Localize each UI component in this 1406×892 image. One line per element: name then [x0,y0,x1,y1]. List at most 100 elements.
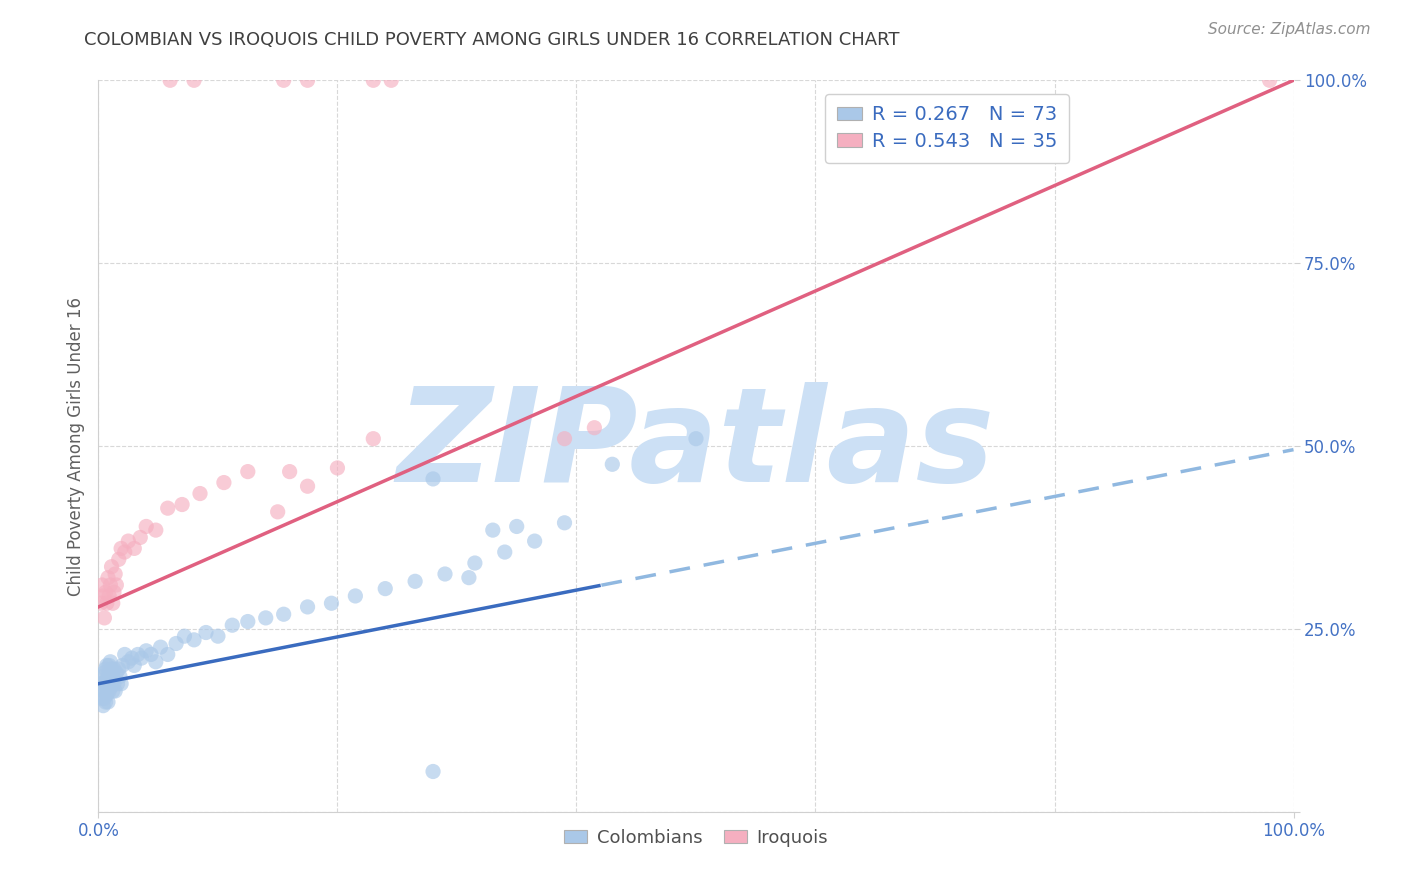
Point [90,596,112,610]
Point [326,461,349,475]
Point [135,519,157,533]
Point [554,516,576,530]
Point [404,574,426,589]
Point [97,695,120,709]
Point [183,73,205,87]
Point [139,648,162,662]
Point [267,505,290,519]
Point [506,519,529,533]
Point [91,669,114,683]
Point [91,578,114,592]
Point [96,688,118,702]
Point [156,501,179,516]
Point [98,669,121,683]
Point [121,651,143,665]
Point [100,676,122,690]
Point [434,567,457,582]
Point [103,585,125,599]
Point [91,589,114,603]
Point [97,681,120,695]
Point [90,676,112,690]
Point [117,534,139,549]
Point [96,658,118,673]
Point [221,618,243,632]
Point [114,648,136,662]
Point [278,465,301,479]
Point [236,465,259,479]
Point [98,578,122,592]
Point [124,658,146,673]
Point [94,695,117,709]
Point [114,545,136,559]
Point [97,571,120,585]
Point [685,432,707,446]
Point [96,673,118,687]
Point [110,541,132,556]
Point [98,589,121,603]
Point [107,676,129,690]
Point [374,582,396,596]
Point [98,681,122,695]
Point [188,486,211,500]
Text: Source: ZipAtlas.com: Source: ZipAtlas.com [1208,22,1371,37]
Point [98,658,121,673]
Point [107,662,129,676]
Point [93,691,115,706]
Point [212,475,235,490]
Point [422,764,444,779]
Point [195,625,218,640]
Point [464,556,486,570]
Point [297,73,319,87]
Point [156,648,179,662]
Point [101,669,124,683]
Point [583,421,606,435]
Point [97,669,120,683]
Point [93,611,115,625]
Point [105,578,128,592]
Point [100,559,122,574]
Point [494,545,516,559]
Point [110,676,132,690]
Point [254,611,277,625]
Point [117,655,139,669]
Point [363,73,385,87]
Point [481,523,505,537]
Point [105,665,128,680]
Point [127,648,149,662]
Point [107,552,129,566]
Point [135,644,157,658]
Point [94,662,117,676]
Point [149,640,172,655]
Point [104,567,127,582]
Point [104,684,127,698]
Point [101,596,124,610]
Point [602,457,624,471]
Point [98,655,122,669]
Point [131,651,153,665]
Point [91,691,114,706]
Point [554,432,576,446]
Point [172,498,194,512]
Point [129,530,152,544]
Point [173,629,195,643]
Point [321,596,343,610]
Point [297,599,319,614]
Y-axis label: Child Poverty Among Girls Under 16: Child Poverty Among Girls Under 16 [66,296,84,596]
Point [380,73,402,87]
Point [297,479,319,493]
Point [91,684,114,698]
Point [236,615,259,629]
Point [344,589,367,603]
Point [91,698,114,713]
Point [145,655,167,669]
Point [108,669,131,683]
Point [93,665,115,680]
Point [165,636,187,650]
Point [96,596,118,610]
Point [93,676,115,690]
Point [273,607,295,622]
Point [94,684,117,698]
Point [273,73,295,87]
Point [101,684,124,698]
Point [94,585,117,599]
